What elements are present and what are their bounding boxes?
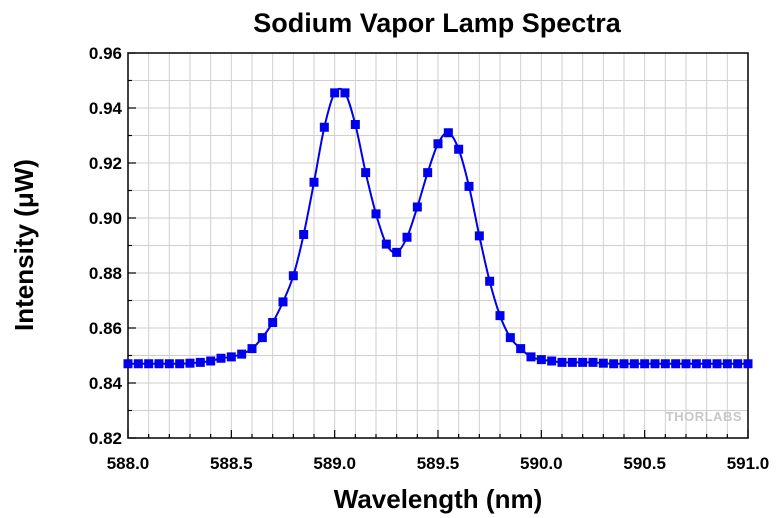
data-point-marker — [185, 358, 195, 368]
data-point-marker — [299, 230, 309, 239]
y-tick-label: 0.90 — [89, 209, 122, 228]
data-point-marker — [257, 333, 267, 343]
y-tick-label: 0.94 — [89, 99, 123, 118]
y-tick-label: 0.84 — [89, 374, 123, 393]
y-tick-labels: 0.82 0.84 0.86 0.88 0.90 0.92 0.94 0.96 — [89, 44, 123, 448]
data-point-marker — [433, 139, 443, 149]
data-point-marker — [381, 239, 391, 249]
y-tick-label: 0.88 — [89, 264, 122, 283]
x-tick-labels: 588.0 588.5 589.0 589.5 590.0 590.5 591.0 — [107, 454, 770, 473]
y-tick-label: 0.86 — [89, 319, 122, 338]
data-point-marker — [154, 359, 164, 369]
data-point-marker — [278, 297, 288, 307]
data-point-marker — [216, 353, 226, 363]
y-tick-label: 0.92 — [89, 154, 122, 173]
data-point-marker — [702, 359, 712, 369]
data-point-marker — [371, 209, 381, 219]
data-point-marker — [485, 276, 495, 286]
data-point-marker — [629, 359, 639, 369]
x-tick-label: 591.0 — [727, 454, 770, 473]
data-point-marker — [237, 349, 247, 359]
data-point-marker — [464, 181, 474, 191]
data-point-marker — [175, 359, 185, 369]
data-point-marker — [619, 359, 629, 369]
x-tick-label: 590.5 — [623, 454, 666, 473]
data-point-marker — [526, 352, 536, 362]
data-point-marker — [288, 271, 298, 281]
data-point-marker — [195, 357, 205, 367]
data-point-marker — [598, 358, 608, 368]
data-point-marker — [681, 359, 691, 369]
series-layer — [123, 87, 753, 369]
data-point-marker — [743, 359, 753, 369]
thorlabs-watermark: THORLABS — [666, 409, 742, 424]
y-tick-label: 0.96 — [89, 44, 122, 63]
x-tick-label: 588.5 — [210, 454, 253, 473]
data-point-marker — [660, 359, 670, 369]
data-point-marker — [474, 231, 484, 241]
data-point-marker — [350, 120, 360, 129]
data-point-marker — [733, 359, 743, 369]
data-point-marker — [691, 359, 701, 369]
data-point-marker — [557, 357, 567, 367]
data-point-marker — [547, 356, 557, 366]
data-point-marker — [123, 359, 133, 369]
data-point-marker — [268, 318, 278, 327]
x-axis-label: Wavelength (nm) — [334, 484, 542, 514]
grid — [128, 53, 748, 438]
axis-ticks — [127, 52, 749, 439]
x-tick-label: 590.0 — [520, 454, 563, 473]
data-point-marker — [722, 359, 732, 369]
data-point-marker — [133, 359, 143, 369]
data-point-marker — [412, 202, 422, 212]
data-point-marker — [505, 333, 515, 343]
data-point-marker — [650, 359, 660, 369]
data-point-marker — [402, 232, 412, 242]
data-point-marker — [443, 128, 453, 138]
y-axis-label: Intensity (μW) — [9, 159, 39, 331]
data-point-marker — [206, 356, 216, 366]
chart-title: Sodium Vapor Lamp Spectra — [253, 8, 622, 38]
data-point-marker — [454, 144, 464, 154]
data-point-marker — [609, 359, 619, 369]
data-point-marker — [712, 359, 722, 369]
data-point-marker — [578, 357, 588, 367]
data-point-marker — [640, 359, 650, 369]
data-point-marker — [536, 355, 546, 365]
data-point-marker — [319, 122, 329, 132]
data-point-marker — [309, 177, 319, 187]
data-point-marker — [516, 344, 526, 354]
y-tick-label: 0.82 — [89, 429, 122, 448]
data-point-marker — [247, 344, 257, 354]
data-point-marker — [164, 359, 174, 369]
data-point-marker — [226, 352, 236, 362]
data-point-marker — [567, 357, 577, 367]
data-point-marker — [340, 88, 350, 98]
data-point-marker — [361, 168, 371, 178]
data-point-marker — [144, 359, 154, 369]
data-point-marker — [330, 88, 340, 98]
data-point-marker — [423, 168, 433, 178]
x-tick-label: 589.0 — [313, 454, 356, 473]
data-point-marker — [392, 247, 402, 257]
data-point-marker — [588, 357, 598, 367]
x-tick-label: 589.5 — [417, 454, 460, 473]
data-point-marker — [495, 311, 505, 321]
x-tick-label: 588.0 — [107, 454, 150, 473]
data-point-marker — [671, 359, 681, 369]
